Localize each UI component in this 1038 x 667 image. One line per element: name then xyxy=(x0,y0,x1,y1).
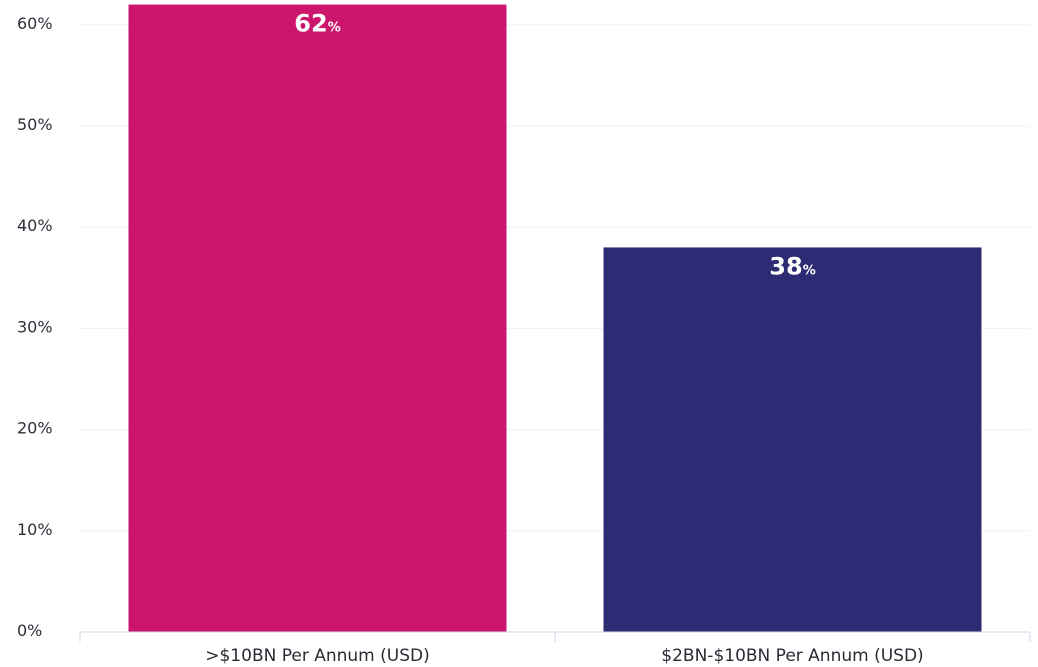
bar-data-label-value: 38 xyxy=(769,252,802,280)
y-tick-label: 50% xyxy=(17,115,53,134)
x-axis-category-labels: >$10BN Per Annum (USD) $2BN-$10BN Per Ann… xyxy=(205,646,923,666)
bar-data-label: 62% xyxy=(294,10,340,38)
x-category-label: >$10BN Per Annum (USD) xyxy=(205,646,429,666)
bar-data-label-unit: % xyxy=(328,21,341,36)
y-tick-label: 20% xyxy=(17,419,53,438)
bar-2 xyxy=(603,247,982,632)
y-tick-label: 60% xyxy=(17,14,53,33)
bar-data-label-value: 62 xyxy=(294,10,327,38)
x-category-label: $2BN-$10BN Per Annum (USD) xyxy=(661,646,923,666)
y-axis-tick-labels: 0% 10% 20% 30% 40% 50% 60% xyxy=(17,14,53,640)
y-tick-label: 10% xyxy=(17,520,53,539)
bar-data-labels: 62%38% xyxy=(294,10,815,281)
y-tick-label: 40% xyxy=(17,216,53,235)
bar-1 xyxy=(128,4,507,633)
x-axis xyxy=(79,631,1031,642)
bar-data-label: 38% xyxy=(769,252,815,280)
bar-data-label-unit: % xyxy=(803,263,816,278)
bars xyxy=(128,4,982,633)
y-tick-label: 0% xyxy=(17,621,42,640)
y-tick-label: 30% xyxy=(17,317,53,336)
